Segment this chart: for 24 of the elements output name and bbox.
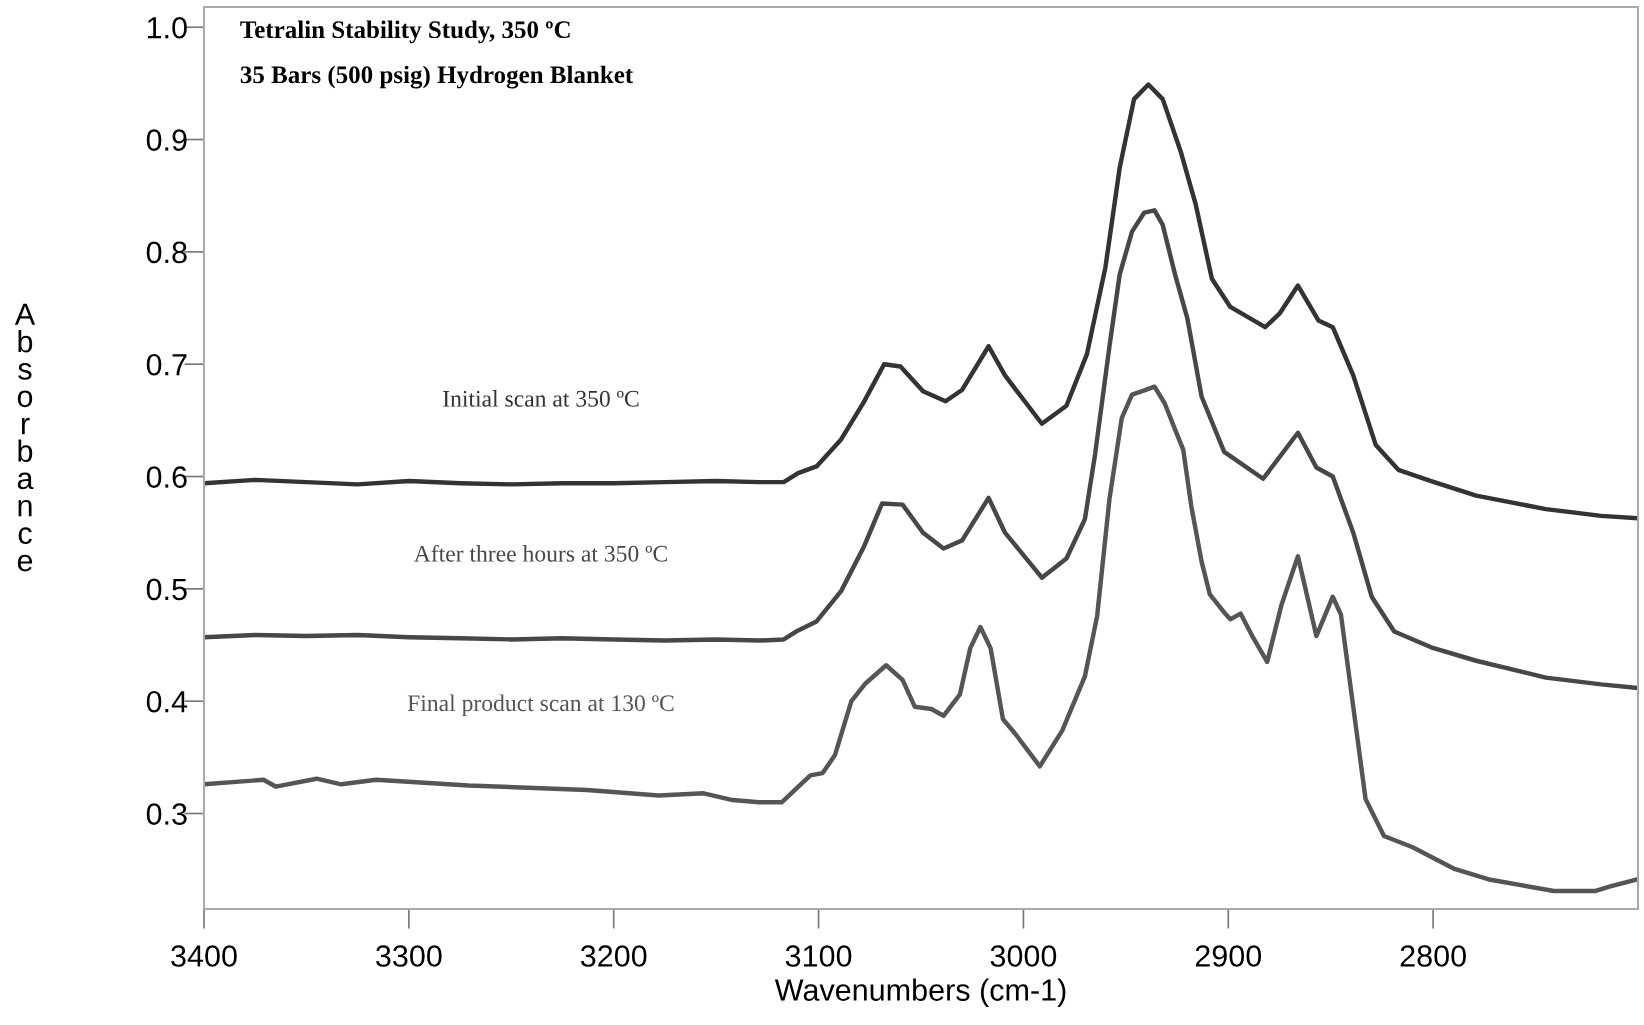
x-axis-title: Wavenumbers (cm-1) [774, 978, 1066, 1007]
x-tick-label: 2900 [1195, 945, 1262, 967]
y-tick-label: 0.3 [146, 803, 187, 825]
y-tick-label: 0.9 [146, 129, 187, 151]
y-tick-label: 0.4 [146, 690, 188, 713]
line-series [204, 208, 1638, 690]
text: Initial scan at 350 ºC [443, 390, 639, 407]
x-tick-label: 3400 [171, 945, 237, 967]
x-tick-label: 3300 [376, 945, 442, 967]
y-tick-label: 0.6 [146, 466, 187, 488]
y-tick-label: 0.7 [146, 353, 187, 376]
x-tick-label: 2800 [1400, 945, 1466, 967]
line-series [204, 384, 1638, 894]
y-tick-label: 0.8 [146, 241, 187, 264]
text: 35 Bars (500 psig) Hydrogen Blanket [240, 65, 634, 89]
y-tick-label: 1.0 [147, 16, 187, 39]
chart-title: Tetralin Stability Study, 350 ºC [240, 20, 570, 44]
x-tick-label: 3200 [580, 945, 647, 967]
text: After three hours at 350 ºC [413, 544, 667, 562]
y-tick-label: 0.5 [146, 578, 187, 601]
x-tick-label: 3000 [990, 945, 1057, 967]
x-tick-label: 3100 [785, 945, 852, 967]
text: Final product scan at 130 ºC [407, 694, 674, 716]
text: Absorbance [14, 303, 36, 572]
